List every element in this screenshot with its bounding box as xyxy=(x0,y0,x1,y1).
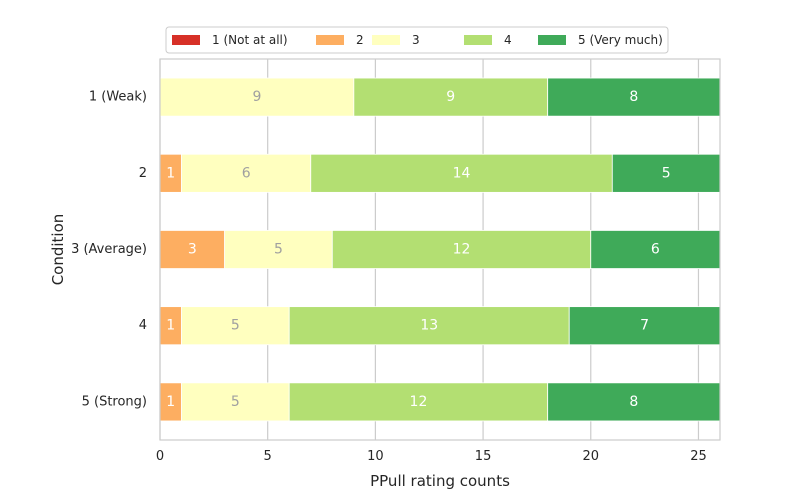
legend-swatch xyxy=(538,35,566,45)
legend-swatch xyxy=(372,35,400,45)
bar-value-label: 1 xyxy=(166,165,175,181)
legend-box xyxy=(165,26,669,54)
y-axis-ticks: 1 (Weak) 2 3 (Average) 4 5 (Strong) xyxy=(71,90,147,410)
bar-value-label: 12 xyxy=(453,242,471,258)
bars: 9 9 8 1 6 14 5 3 5 12 6 1 5 13 7 1 5 12 8 xyxy=(159,77,721,422)
bar-segment xyxy=(181,382,290,422)
x-tick-label: 5 xyxy=(264,449,272,464)
bar-value-label: 12 xyxy=(410,394,428,410)
bar-segment xyxy=(288,306,570,346)
bar-value-label: 5 xyxy=(662,165,671,181)
bar-value-label: 13 xyxy=(420,318,438,334)
legend-label: 3 xyxy=(412,33,420,47)
bar-segment xyxy=(159,77,355,117)
bar-value-label: 1 xyxy=(166,394,175,410)
bar-segment xyxy=(224,230,333,269)
x-tick-label: 0 xyxy=(156,449,164,464)
y-tick-label: 5 (Strong) xyxy=(82,394,147,409)
bar-segment xyxy=(310,153,613,193)
x-tick-label: 25 xyxy=(690,449,707,464)
bar-segment xyxy=(159,230,226,269)
bar-value-label: 3 xyxy=(188,242,197,258)
bar-segment xyxy=(181,306,290,346)
y-tick-label: 3 (Average) xyxy=(71,242,147,257)
bar-value-label: 6 xyxy=(242,165,251,181)
bar-segment xyxy=(590,230,721,269)
y-tick-label: 1 (Weak) xyxy=(89,90,147,105)
bar-value-label: 14 xyxy=(453,165,471,181)
legend-swatch xyxy=(464,35,492,45)
bar-segment xyxy=(331,230,592,269)
legend-swatch xyxy=(172,35,200,45)
x-axis-ticks: 0 5 10 15 20 25 xyxy=(156,449,707,464)
plot-frame xyxy=(159,58,721,441)
y-axis-title: Condition xyxy=(49,214,67,286)
legend-label: 1 (Not at all) xyxy=(212,33,288,47)
legend-label: 2 xyxy=(356,33,364,47)
x-tick-label: 20 xyxy=(582,449,599,464)
bar-value-label: 8 xyxy=(629,394,638,410)
legend-label: 4 xyxy=(504,33,512,47)
bar-segment xyxy=(611,153,721,193)
legend-label: 5 (Very much) xyxy=(578,33,663,47)
x-tick-label: 15 xyxy=(475,449,492,464)
bar-value-label: 9 xyxy=(252,89,261,105)
bar-value-label: 6 xyxy=(651,242,660,258)
y-tick-label: 4 xyxy=(139,318,147,333)
bar-value-label: 1 xyxy=(166,318,175,334)
legend-swatch xyxy=(316,35,344,45)
bar-value-label: 5 xyxy=(274,242,283,258)
bar-segment xyxy=(568,306,721,346)
bar-value-label: 8 xyxy=(629,89,638,105)
bar-segment xyxy=(288,382,549,422)
bar-value-label: 7 xyxy=(640,318,649,334)
bar-value-label: 5 xyxy=(231,394,240,410)
legend: 1 (Not at all) 2 3 4 5 (Very much) xyxy=(165,26,669,54)
x-tick-label: 10 xyxy=(367,449,384,464)
bar-value-label: 9 xyxy=(446,89,455,105)
y-tick-label: 2 xyxy=(139,166,147,181)
bar-value-label: 5 xyxy=(231,318,240,334)
x-axis-title: PPull rating counts xyxy=(370,472,510,490)
bar-segment xyxy=(181,153,312,193)
